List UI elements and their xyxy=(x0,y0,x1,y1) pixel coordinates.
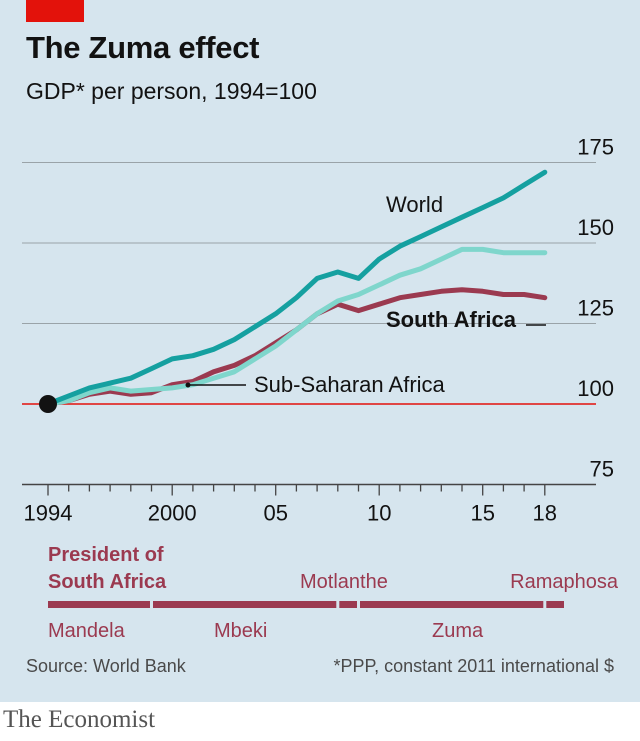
president-label-mbeki: Mbeki xyxy=(214,620,267,642)
term-bar-mandela xyxy=(48,601,150,608)
president-label-motlanthe: Motlanthe xyxy=(300,571,388,593)
ssa-line xyxy=(45,246,548,407)
term-bar-mbeki xyxy=(153,601,337,608)
world-line xyxy=(45,169,548,407)
y-tick-label-75: 75 xyxy=(590,457,614,482)
economist-brand: The Economist xyxy=(3,706,156,733)
chart-panel xyxy=(0,0,640,702)
y-tick-label-150: 150 xyxy=(577,215,614,240)
term-bar-motlanthe xyxy=(339,601,357,608)
chart-svg: 75 100 125 150 175 World South Africa Sub-Saha… xyxy=(22,135,619,642)
south-africa-label: South Africa xyxy=(386,307,517,332)
index-base-dot xyxy=(39,395,57,413)
chart-subtitle: GDP* per person, 1994=100 xyxy=(26,78,317,104)
presidents-heading-line1: President of xyxy=(48,544,164,566)
president-label-mandela: Mandela xyxy=(48,620,126,642)
x-tick-label-1994: 1994 xyxy=(24,501,73,526)
brand-red-tag xyxy=(26,0,84,22)
chart-title: The Zuma effect xyxy=(26,30,260,65)
source-note: Source: World Bank xyxy=(26,656,186,676)
ssa-leader-dot xyxy=(185,382,191,388)
footnote: *PPP, constant 2011 international $ xyxy=(333,656,614,676)
x-tick-label-2018: 18 xyxy=(533,501,557,526)
world-label: World xyxy=(386,192,443,217)
x-tick-label-2000: 2000 xyxy=(148,501,197,526)
president-label-ramaphosa: Ramaphosa xyxy=(510,571,619,593)
y-tick-label-125: 125 xyxy=(577,296,614,321)
x-tick-label-2015: 15 xyxy=(470,501,494,526)
ssa-label: Sub-Saharan Africa xyxy=(254,372,446,397)
x-tick-label-2005: 05 xyxy=(263,501,287,526)
presidents-heading-line2: South Africa xyxy=(48,571,167,593)
x-tick-label-2010: 10 xyxy=(367,501,391,526)
y-tick-label-100: 100 xyxy=(577,376,614,401)
president-label-zuma: Zuma xyxy=(432,620,484,642)
y-tick-label-175: 175 xyxy=(577,135,614,160)
term-bar-ramaphosa xyxy=(546,601,564,608)
term-bar-zuma xyxy=(360,601,544,608)
